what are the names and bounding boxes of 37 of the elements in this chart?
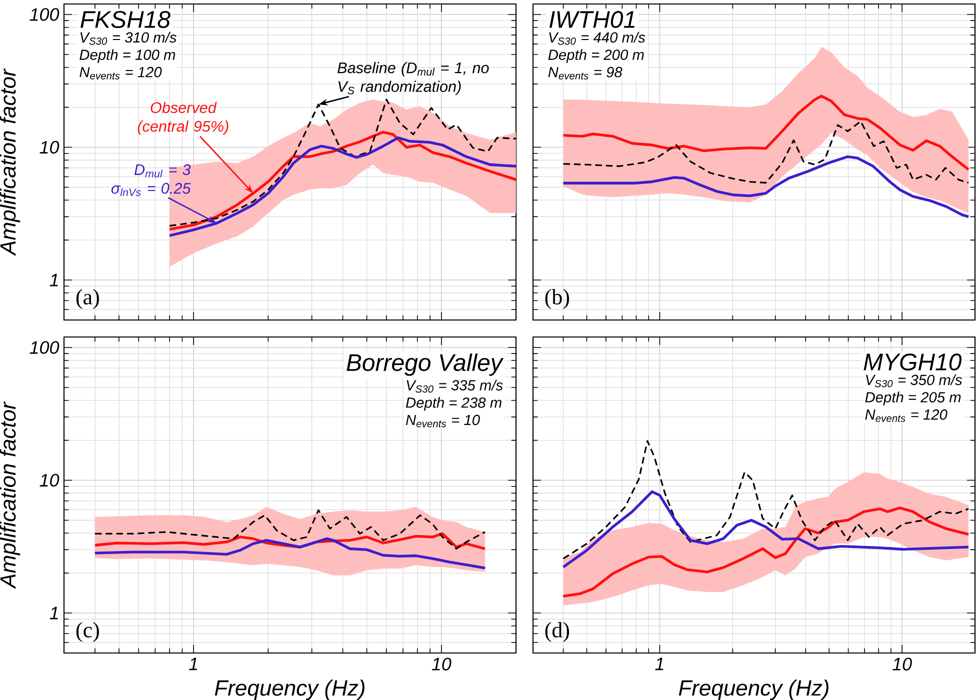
annotation: V$_{S30}$ = 440 m/s: [549, 32, 646, 45]
x-tick-label: 10: [432, 658, 452, 670]
annotation: V$_{S30}$ = 350 m/s: [866, 374, 962, 388]
annotation: (d): [545, 622, 570, 642]
y-axis-title: Amplification factor: [0, 401, 20, 590]
text: Baseline (D$_{mul}$ = 1, no V$_{S}$ randomization): [338, 62, 489, 95]
annotation: (c): [76, 622, 99, 642]
chart-title: IWTH01: [549, 10, 635, 28]
annotation: Depth = 100 m: [80, 49, 176, 63]
annotation: Depth = 238 m: [406, 397, 502, 411]
text: D$_{mul}$ = 3 σ$_{lnVs}$ = 0.25: [111, 164, 191, 196]
annotation: V$_{S30}$ = 335 m/s: [406, 380, 503, 393]
x-axis-title: Frequency (Hz): [678, 680, 828, 700]
y-axis-title: Amplification factor: [0, 68, 20, 256]
text: Observed (central 95%): [138, 102, 228, 135]
x-tick-label: 1: [189, 658, 198, 670]
text: MYGH10: [864, 353, 962, 370]
annotation: N$_{events}$ = 10: [406, 414, 480, 428]
annotation: N$_{events}$ = 98: [548, 66, 622, 80]
annotation: (b): [545, 289, 570, 309]
annotation: Depth = 200 m: [548, 49, 644, 63]
y-tick-label: 1: [50, 606, 58, 620]
y-tick-label: 1: [50, 274, 58, 286]
annotation: (a): [76, 289, 99, 309]
annotation: N$_{events}$ = 120: [80, 66, 162, 80]
y-tick-label: 10: [40, 474, 60, 487]
annotation: V$_{S30}$ = 310 m/s: [80, 32, 176, 45]
y-tick-label: 100: [30, 341, 60, 354]
y-tick-label: 100: [30, 8, 60, 21]
chart-title: FKSH18: [80, 10, 170, 28]
annotation: Depth = 205 m: [865, 392, 961, 406]
annotation: N$_{events}$ = 120: [865, 409, 948, 422]
x-axis-title: Frequency (Hz): [214, 680, 364, 700]
x-tick-label: 1: [655, 658, 664, 670]
x-tick-label: 10: [892, 658, 912, 670]
text: Borrego Valley: [346, 353, 504, 376]
y-tick-label: 10: [40, 140, 60, 154]
